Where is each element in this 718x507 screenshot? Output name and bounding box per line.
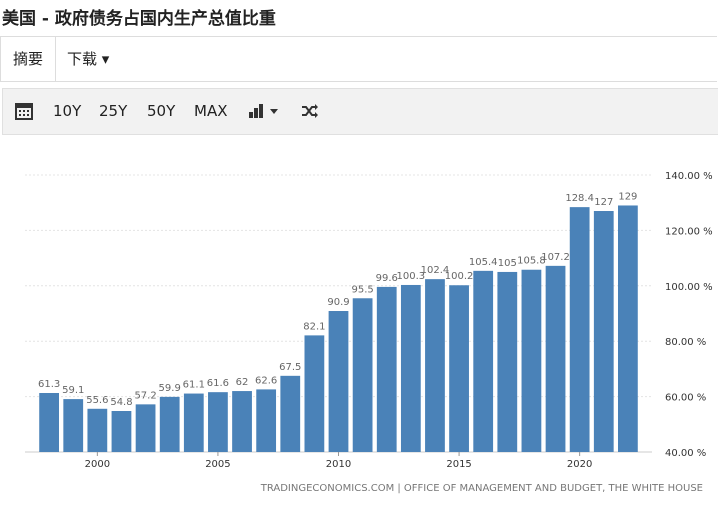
data-label: 100.3: [397, 271, 426, 282]
data-label: 55.6: [86, 395, 108, 406]
bar: [183, 393, 204, 452]
bar: [256, 389, 277, 452]
data-label: 127: [594, 197, 613, 208]
tab[interactable]: 下载 ▾: [67, 50, 110, 68]
bar: [376, 286, 397, 452]
range-button[interactable]: 25Y: [99, 102, 128, 120]
bar: [593, 211, 614, 452]
range-button[interactable]: 50Y: [147, 102, 176, 120]
tab-label: 下载: [67, 50, 98, 68]
y-tick-label: 80.00 %: [665, 337, 706, 348]
data-label: 54.8: [110, 397, 132, 408]
bar: [280, 375, 301, 452]
data-label: 61.3: [38, 379, 60, 390]
data-label: 59.9: [159, 383, 181, 394]
bar: [617, 205, 638, 452]
bar: [63, 399, 84, 452]
bar: [497, 271, 518, 452]
data-label: 62: [236, 377, 249, 388]
tab[interactable]: 摘要: [1, 37, 57, 81]
bar: [135, 404, 156, 452]
data-label: 128.4: [565, 193, 594, 204]
page-title: 美国 - 政府债务占国内生产总值比重: [2, 9, 276, 29]
bar: [208, 392, 228, 452]
x-tick-label: 2000: [85, 459, 110, 470]
data-label: 90.9: [327, 297, 349, 308]
y-tick-label: 100.00 %: [665, 282, 713, 293]
data-label: 107.2: [541, 252, 570, 263]
data-label: 62.6: [255, 375, 277, 386]
bar: [304, 335, 325, 452]
y-tick-label: 120.00 %: [665, 226, 713, 237]
data-label: 95.5: [351, 284, 373, 295]
bar: [328, 311, 349, 452]
shuffle-icon[interactable]: [301, 103, 319, 119]
data-label: 105: [498, 258, 517, 269]
source: TRADINGECONOMICS.COM | OFFICE OF MANAGEM…: [260, 483, 703, 494]
data-label: 99.6: [376, 273, 398, 284]
x-tick-label: 2005: [205, 459, 230, 470]
x-tick-label: 2020: [567, 459, 592, 470]
tab-bar: 摘要 下载 ▾: [0, 36, 717, 82]
calendar-icon[interactable]: [15, 102, 33, 120]
data-label: 59.1: [62, 385, 84, 396]
y-tick-label: 60.00 %: [665, 393, 706, 404]
bar: [521, 269, 542, 452]
toolbar: 10Y 25Y 50Y MAX: [2, 88, 718, 135]
chart-type-menu[interactable]: [248, 103, 280, 119]
bar: [569, 207, 590, 452]
x-tick-label: 2010: [326, 459, 351, 470]
data-label: 61.6: [207, 378, 229, 389]
data-label: 57.2: [134, 390, 156, 401]
bar: [111, 411, 132, 452]
data-label: 82.1: [303, 321, 325, 332]
data-label: 100.2: [445, 271, 474, 282]
y-tick-label: 140.00 %: [665, 171, 713, 182]
data-label: 129: [618, 191, 637, 202]
bar: [39, 392, 60, 452]
x-tick-label: 2015: [446, 459, 471, 470]
bar: [473, 270, 494, 452]
bar: [159, 396, 180, 452]
y-tick-label: 40.00 %: [665, 448, 706, 459]
range-button[interactable]: 10Y: [53, 102, 82, 120]
bar: [545, 265, 566, 452]
data-label: 105.4: [469, 257, 498, 268]
bar: [400, 284, 421, 452]
data-label: 67.5: [279, 362, 301, 373]
bar: [352, 298, 373, 452]
bar: [232, 391, 252, 452]
data-label: 61.1: [183, 380, 205, 391]
data-label: 102.4: [421, 265, 450, 276]
data-label: 105.8: [517, 256, 546, 267]
bar: [449, 285, 469, 452]
bar: [87, 408, 108, 452]
range-button[interactable]: MAX: [194, 102, 228, 120]
bar: [425, 279, 445, 452]
